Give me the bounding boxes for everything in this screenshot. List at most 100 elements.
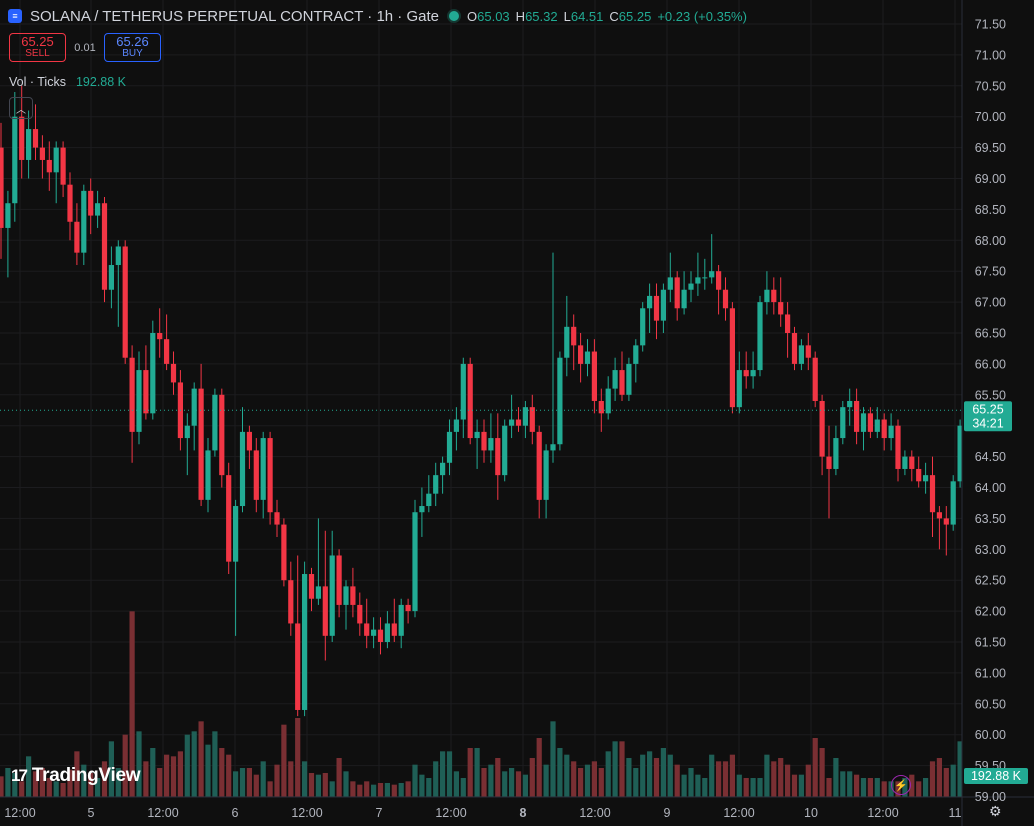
price-tick-label: 65.50	[975, 388, 1006, 402]
volume-bar	[115, 768, 121, 798]
candle	[598, 388, 604, 432]
gear-icon[interactable]: ⚙	[989, 803, 1002, 819]
candle	[219, 388, 225, 488]
volume-bar	[67, 769, 73, 798]
volume-bar	[46, 778, 52, 798]
collapse-legend-button[interactable]: ︿	[9, 97, 33, 119]
buy-button[interactable]: 65.26 BUY	[104, 33, 161, 62]
candle	[357, 592, 363, 636]
candle	[633, 339, 639, 383]
volume-bar	[481, 768, 487, 798]
candle-body	[226, 475, 232, 562]
volume-bar	[550, 721, 556, 798]
candle	[557, 351, 563, 451]
tradingview-logo[interactable]: 17 TradingView	[11, 765, 141, 787]
symbol-title[interactable]: SOLANA / TETHERUS PERPETUAL CONTRACT · 1…	[30, 7, 439, 25]
candle-body	[667, 277, 673, 290]
candle	[398, 598, 404, 649]
candle	[778, 277, 784, 327]
candle	[198, 363, 204, 507]
candle-body	[522, 407, 528, 426]
volume-bar	[143, 761, 149, 798]
price-tick-label: 62.00	[975, 605, 1006, 619]
volume-bar	[253, 774, 259, 798]
candle	[626, 357, 632, 401]
candle	[543, 444, 549, 519]
candle	[909, 450, 915, 482]
sell-price: 65.25	[21, 34, 54, 50]
volume-bar	[281, 724, 287, 798]
candle	[847, 388, 853, 426]
candle-body	[867, 413, 873, 432]
volume-bar	[833, 758, 839, 798]
volume-bar	[267, 781, 273, 798]
candle-body	[674, 277, 680, 309]
volume-bar	[619, 741, 625, 798]
candle	[888, 413, 894, 451]
candle	[122, 240, 128, 364]
candle-body	[315, 586, 321, 599]
chevron-up-icon: ︿	[16, 104, 26, 116]
price-tick-label: 61.50	[975, 636, 1006, 650]
volume-bar	[371, 784, 377, 798]
chart-header: ≡ SOLANA / TETHERUS PERPETUAL CONTRACT ·…	[8, 6, 747, 26]
lightning-icon[interactable]: ⚡	[891, 775, 911, 795]
candle-body	[32, 129, 39, 148]
price-tick-label: 71.50	[975, 18, 1006, 32]
candle-body	[233, 506, 239, 562]
volume-bar	[274, 764, 280, 798]
candle-body	[157, 333, 163, 340]
volume-bar	[60, 783, 66, 798]
candle-body	[840, 407, 846, 439]
candle	[467, 357, 473, 445]
candle	[426, 475, 432, 513]
volume-bar	[584, 764, 591, 798]
candle	[95, 190, 101, 228]
volume-bar	[377, 783, 384, 798]
volume-legend[interactable]: Vol · Ticks 192.88 K	[9, 75, 126, 89]
candle-body	[343, 586, 349, 605]
volume-bar	[453, 771, 459, 798]
symbol-icon[interactable]: ≡	[8, 9, 22, 23]
volume-bar	[322, 773, 328, 798]
volume-bar	[626, 758, 632, 798]
candle-body	[791, 333, 798, 364]
candle-body	[164, 339, 170, 364]
candle-body	[819, 400, 825, 457]
candle	[129, 345, 135, 463]
candle-body	[757, 302, 763, 371]
candle	[433, 462, 439, 507]
candle-body	[19, 116, 25, 160]
candle	[667, 252, 673, 303]
candle	[895, 419, 901, 482]
price-tick-label: 70.50	[975, 79, 1006, 93]
time-axis[interactable]	[0, 797, 1034, 826]
candle	[239, 407, 246, 513]
price-tick-label: 71.00	[975, 48, 1006, 62]
time-tick-label: 8	[520, 806, 527, 820]
candle-body	[805, 345, 811, 358]
volume-bar	[591, 761, 597, 798]
candle	[267, 431, 273, 525]
candle	[564, 295, 570, 377]
candle	[943, 506, 949, 556]
candle	[295, 555, 301, 717]
candle-body	[771, 289, 777, 303]
low-label: L	[563, 8, 571, 24]
time-tick-label: 12:00	[435, 806, 466, 820]
candle	[854, 388, 860, 445]
candle-body	[446, 431, 453, 463]
sell-button[interactable]: 65.25 SELL	[9, 33, 66, 62]
candle	[74, 203, 80, 266]
candle	[647, 283, 653, 333]
candle	[136, 351, 142, 445]
volume-bar	[343, 771, 349, 798]
time-tick-label: 12:00	[723, 806, 754, 820]
volume-bar	[488, 764, 494, 798]
volume-bar	[446, 751, 453, 798]
volume-bar	[867, 778, 873, 798]
volume-bar	[246, 768, 252, 798]
volume-bar	[460, 778, 466, 798]
time-axis-labels: 12:00 5 12:00 6 12:00 7 12:00 8 12:00 9 12:00 10 12:…	[4, 806, 961, 820]
